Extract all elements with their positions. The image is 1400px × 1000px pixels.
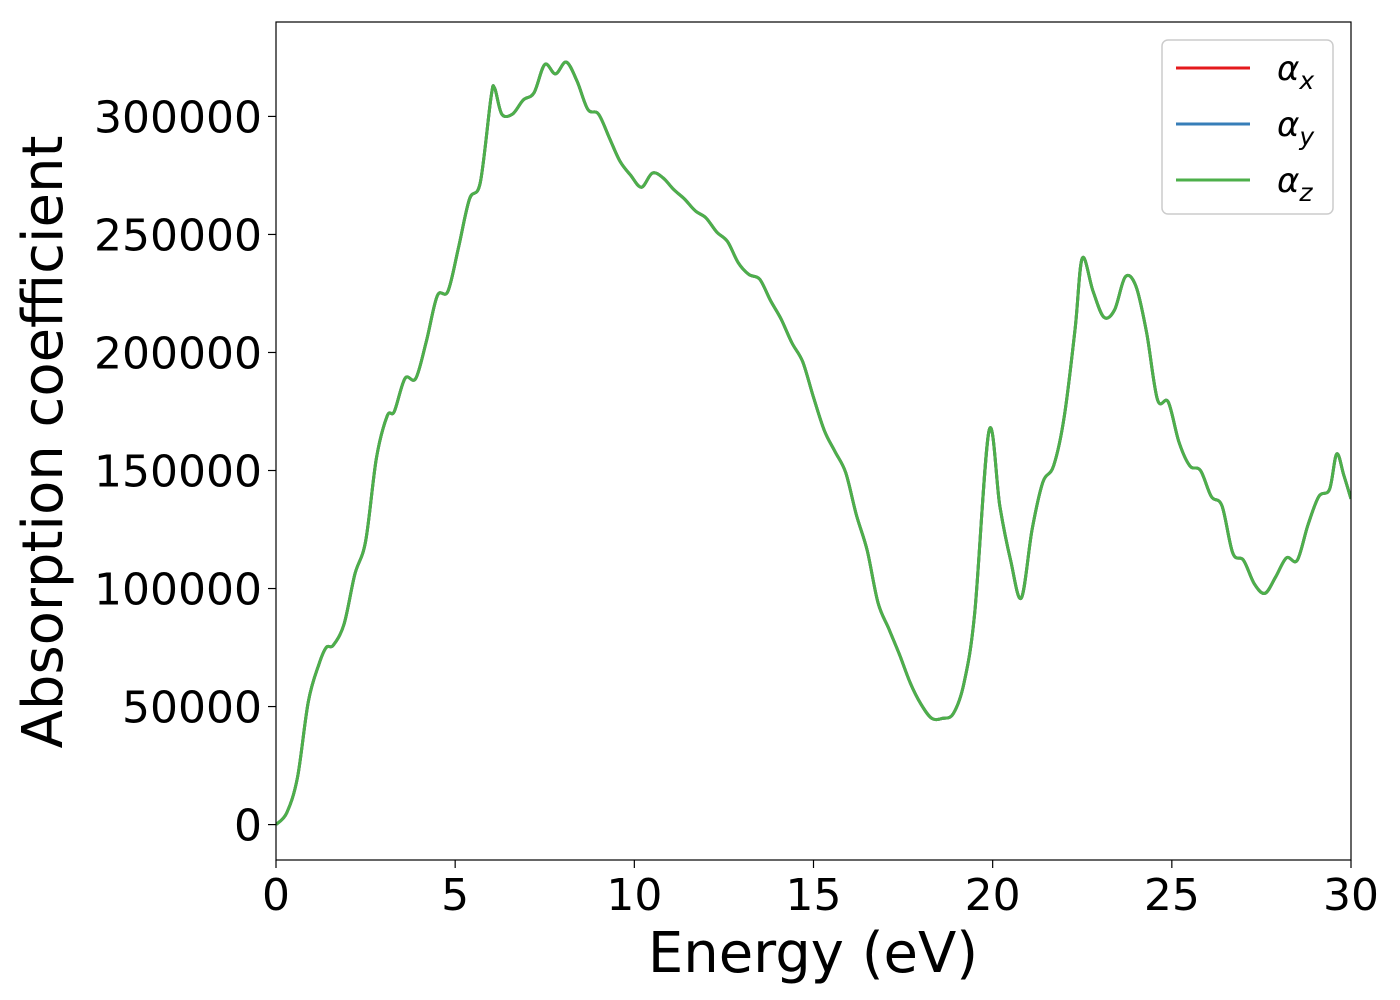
- legend-label-alpha-z: αz: [1277, 161, 1313, 207]
- x-axis-title: Energy (eV): [648, 921, 978, 986]
- x-tick-label: 30: [1323, 870, 1379, 921]
- y-tick-label: 300000: [94, 92, 262, 143]
- y-axis: 0 50000 100000 150000 200000 250000 300000: [94, 92, 276, 852]
- y-tick-label: 50000: [122, 683, 262, 734]
- legend-box: [1161, 39, 1334, 215]
- x-tick-label: 25: [1144, 870, 1200, 921]
- x-tick-label: 0: [262, 870, 290, 921]
- y-axis-title: Absorption coefficient: [11, 136, 76, 749]
- y-tick-label: 0: [234, 801, 262, 852]
- y-tick-label: 200000: [94, 328, 262, 379]
- x-axis: 0 5 10 15 20 25 30: [262, 860, 1379, 921]
- y-tick-label: 100000: [94, 565, 262, 616]
- legend-label-alpha-y: αy: [1277, 105, 1315, 151]
- x-tick-label: 20: [965, 870, 1021, 921]
- y-tick-label: 150000: [94, 447, 262, 498]
- plot-area: [276, 60, 1351, 826]
- series-line-alpha-z: [276, 60, 1351, 826]
- legend: αx αy αz: [1161, 39, 1334, 215]
- y-tick-label: 250000: [94, 210, 262, 261]
- x-tick-label: 5: [441, 870, 469, 921]
- x-tick-label: 15: [786, 870, 842, 921]
- legend-label-alpha-x: αx: [1277, 49, 1314, 95]
- x-tick-label: 10: [606, 870, 662, 921]
